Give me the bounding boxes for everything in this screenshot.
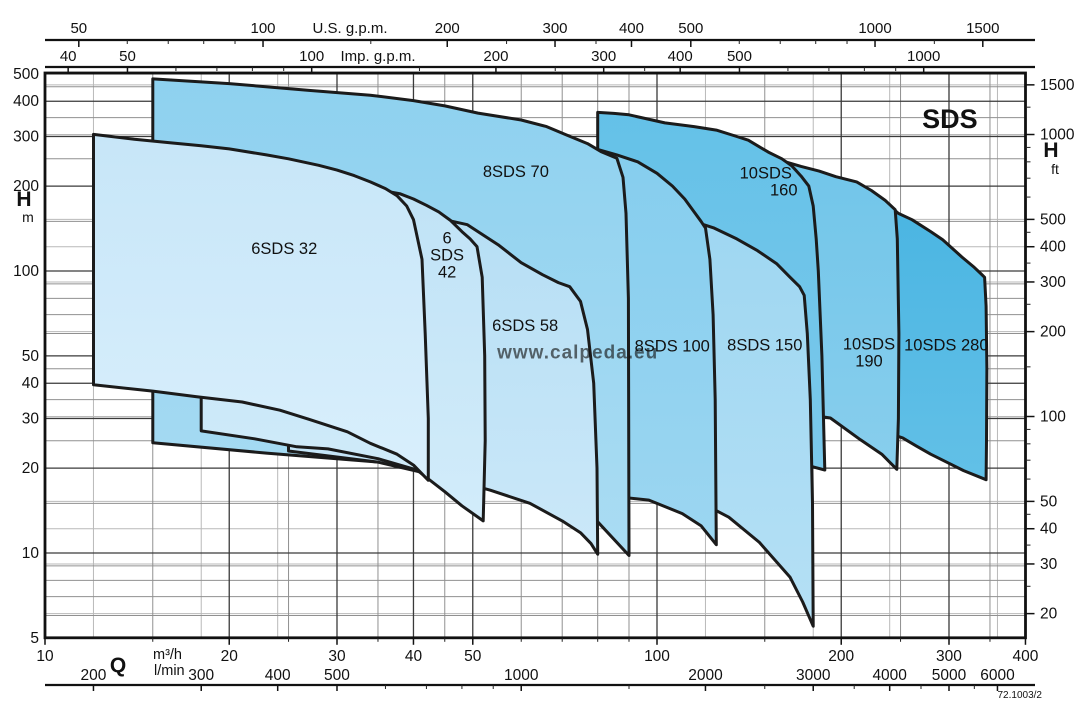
- h-m-tick-label: 200: [13, 178, 39, 195]
- imp-gpm-tick-label: 1000: [907, 48, 940, 65]
- drawing-number: 72.1003/2: [998, 690, 1043, 701]
- h-ft-tick-label: 20: [1040, 606, 1058, 623]
- h-ft-tick-label: 100: [1040, 409, 1066, 426]
- q-m3h-tick-label: 40: [405, 648, 423, 665]
- region-label-8sds-150: 8SDS 150: [727, 337, 802, 355]
- h-ft-tick-label: 500: [1040, 211, 1066, 228]
- q-lmin-tick-label: 5000: [932, 667, 967, 684]
- q-lmin-tick-label: 500: [324, 667, 350, 684]
- h-ft-tick-label: 300: [1040, 274, 1066, 291]
- us-gpm-axis-label: U.S. g.p.m.: [312, 20, 387, 37]
- h-ft-unit-label: ft: [1051, 161, 1059, 177]
- region-label-10sds-280: 10SDS 280: [904, 337, 988, 355]
- imp-gpm-axis-label: Imp. g.p.m.: [340, 48, 415, 65]
- region-10sds-280: [876, 197, 989, 482]
- h-m-tick-label: 300: [13, 128, 39, 145]
- region-label-6sds-32: 6SDS 32: [251, 240, 317, 258]
- q-m3h-unit-label: m³/h: [153, 647, 182, 663]
- imp-gpm-tick-label: 300: [591, 48, 616, 65]
- bottom-axes: 10 20 30 40 50 100 200 300 400 Q m³/hl/min 200 300 40…: [36, 637, 1039, 691]
- region-6sds-32: [92, 132, 430, 482]
- imp-gpm-tick-label: 400: [668, 48, 693, 65]
- us-gpm-tick-label: 100: [251, 20, 276, 37]
- q-m3h-tick-label: 200: [828, 648, 854, 665]
- h-ft-tick-label: 200: [1040, 324, 1066, 341]
- region-label-8sds-70: 8SDS 70: [483, 163, 549, 181]
- right-axis: 1500 1000 500 400 300 200 100 50 40 30 20 Hft: [1025, 77, 1075, 623]
- h-m-tick-label: 40: [22, 375, 40, 392]
- region-label-6sds-58: 6SDS 58: [492, 317, 558, 335]
- us-gpm-tick-label: 1000: [858, 20, 891, 37]
- h-m-tick-label: 500: [13, 66, 39, 83]
- q-m3h-tick-label: 10: [36, 648, 54, 665]
- chart-title: SDS: [922, 104, 978, 134]
- region-label-10sds-160: 160: [770, 181, 798, 199]
- h-m-tick-label: 20: [22, 460, 40, 477]
- watermark: www.calpeda.eu: [496, 343, 658, 364]
- us-gpm-tick-label: 50: [70, 20, 87, 37]
- h-m-tick-label: 5: [30, 630, 39, 647]
- region-label-6sds-42: 42: [438, 263, 456, 281]
- h-ft-tick-label: 1500: [1040, 77, 1075, 94]
- region-label-10sds-190: 190: [855, 353, 883, 371]
- h-ft-tick-label: 1000: [1040, 127, 1075, 144]
- imp-gpm-tick-label: 200: [483, 48, 508, 65]
- us-gpm-tick-label: 1500: [966, 20, 999, 37]
- us-gpm-tick-label: 300: [543, 20, 568, 37]
- imp-gpm-tick-label: 40: [60, 48, 77, 65]
- q-m3h-tick-label: 400: [1013, 648, 1039, 665]
- h-m-tick-label: 50: [22, 348, 40, 365]
- h-ft-tick-label: 50: [1040, 493, 1058, 510]
- region-label-6sds-42: SDS: [430, 246, 464, 264]
- q-lmin-tick-label: 1000: [504, 667, 539, 684]
- us-gpm-tick-label: 200: [435, 20, 460, 37]
- q-lmin-unit-label: l/min: [154, 663, 185, 679]
- q-lmin-tick-label: 3000: [796, 667, 831, 684]
- q-lmin-tick-label: 2000: [688, 667, 723, 684]
- q-lmin-tick-label: 300: [188, 667, 214, 684]
- region-label-10sds-160: 10SDS: [740, 164, 792, 182]
- h-m-tick-label: 400: [13, 93, 39, 110]
- h-m-axis-label: H: [16, 188, 31, 211]
- imp-gpm-tick-label: 50: [119, 48, 136, 65]
- q-m3h-tick-label: 300: [936, 648, 962, 665]
- h-ft-axis-label: H: [1043, 139, 1058, 162]
- pump-regions: [92, 77, 989, 628]
- region-label-6sds-42: 6: [443, 229, 452, 247]
- region-label-10sds-190: 10SDS: [843, 336, 895, 354]
- h-ft-tick-label: 30: [1040, 556, 1058, 573]
- q-m3h-tick-label: 100: [644, 648, 670, 665]
- q-m3h-tick-label: 20: [221, 648, 239, 665]
- q-m3h-tick-label: 30: [328, 648, 346, 665]
- q-lmin-tick-label: 6000: [980, 667, 1015, 684]
- us-gpm-tick-label: 500: [678, 20, 703, 37]
- us-gpm-tick-label: 400: [619, 20, 644, 37]
- imp-gpm-tick-label: 500: [727, 48, 752, 65]
- h-ft-tick-label: 400: [1040, 239, 1066, 256]
- h-m-tick-label: 100: [13, 263, 39, 280]
- q-axis-label: Q: [110, 654, 126, 677]
- left-axis: 500 400 300 200 100 50 40 30 20 10 5 Hm: [13, 66, 39, 647]
- h-m-unit-label: m: [22, 209, 34, 225]
- region-label-8sds-100: 8SDS 100: [635, 337, 710, 355]
- q-lmin-tick-label: 400: [265, 667, 291, 684]
- h-m-tick-label: 10: [22, 545, 40, 562]
- q-lmin-tick-label: 4000: [872, 667, 907, 684]
- h-ft-tick-label: 40: [1040, 521, 1058, 538]
- q-lmin-tick-label: 200: [81, 667, 107, 684]
- plot-border: [43, 71, 1027, 640]
- h-m-tick-label: 30: [22, 410, 40, 427]
- q-m3h-tick-label: 50: [464, 648, 482, 665]
- imp-gpm-tick-label: 100: [299, 48, 324, 65]
